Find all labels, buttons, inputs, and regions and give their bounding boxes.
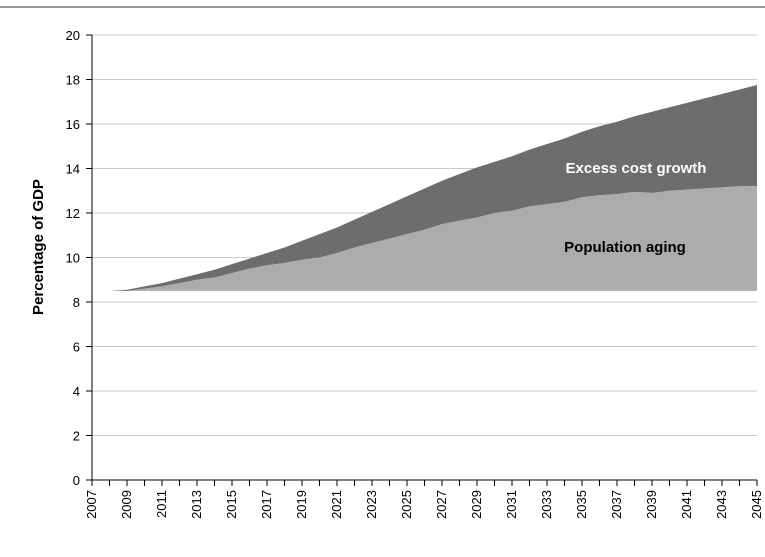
x-tick-label: 2019 (294, 490, 309, 519)
y-tick-label: 2 (73, 429, 80, 444)
x-tick-label: 2039 (644, 490, 659, 519)
x-tick-label: 2033 (539, 490, 554, 519)
y-tick-label: 0 (73, 473, 80, 488)
y-tick-label: 16 (66, 117, 80, 132)
x-tick-label: 2035 (574, 490, 589, 519)
x-tick-label: 2007 (84, 490, 99, 519)
x-tick-label: 2015 (224, 490, 239, 519)
series-label-excess-cost-growth: Excess cost growth (566, 160, 707, 177)
y-tick-label: 12 (66, 206, 80, 221)
area-population-aging (92, 186, 757, 291)
x-tick-label: 2045 (749, 490, 764, 519)
x-tick-label: 2017 (259, 490, 274, 519)
y-tick-label: 20 (66, 28, 80, 43)
x-axis-tick-labels: 2007 2009 2011 2013 2015 2017 2019 2021 2023 2025… (84, 490, 764, 519)
axes (86, 34, 758, 486)
x-tick-label: 2025 (399, 490, 414, 519)
y-tick-label: 4 (73, 384, 80, 399)
areas (92, 85, 757, 291)
x-tick-label: 2031 (504, 490, 519, 519)
x-tick-label: 2011 (154, 490, 169, 518)
y-tick-label: 6 (73, 340, 80, 355)
x-tick-label: 2027 (434, 490, 449, 519)
x-tick-label: 2041 (679, 490, 694, 519)
y-tick-label: 18 (66, 73, 80, 88)
y-tick-label: 10 (66, 251, 80, 266)
x-tick-label: 2013 (189, 490, 204, 519)
x-tick-label: 2023 (364, 490, 379, 519)
x-tick-label: 2021 (329, 490, 344, 519)
x-tick-label: 2043 (714, 490, 729, 519)
x-tick-label: 2009 (119, 490, 134, 519)
x-tick-label: 2029 (469, 490, 484, 519)
series-label-population-aging: Population aging (564, 239, 686, 256)
area-excess-cost-growth (92, 85, 757, 291)
y-axis-tick-labels: 0 2 4 6 8 10 12 14 16 18 20 (66, 28, 80, 488)
y-tick-label: 8 (73, 295, 80, 310)
y-axis-title: Percentage of GDP (30, 179, 47, 315)
y-tick-label: 14 (66, 162, 80, 177)
x-tick-label: 2037 (609, 490, 624, 519)
